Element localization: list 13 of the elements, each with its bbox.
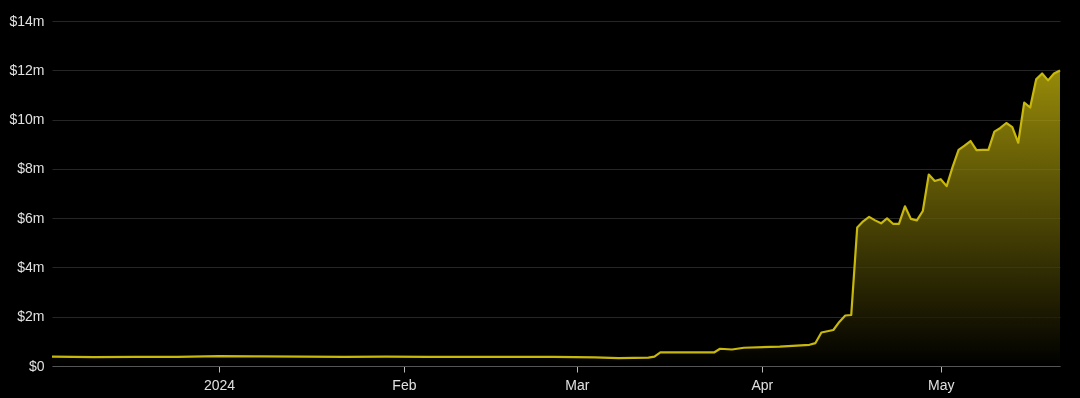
y-tick-label: $14m <box>9 12 45 29</box>
x-tick-label: Apr <box>751 376 774 393</box>
y-tick-label: $12m <box>9 61 45 78</box>
y-tick-label: $10m <box>9 111 45 128</box>
y-tick-label: $2m <box>17 308 45 325</box>
x-tick-label: 2024 <box>203 376 236 393</box>
x-tick-label: Mar <box>565 376 590 393</box>
y-tick-label: $0 <box>28 357 45 374</box>
y-tick-label: $4m <box>17 258 45 275</box>
x-tick-label: May <box>927 376 955 393</box>
y-tick-label: $8m <box>17 160 45 177</box>
x-tick-label: Feb <box>392 376 417 393</box>
y-tick-label: $6m <box>17 209 45 226</box>
